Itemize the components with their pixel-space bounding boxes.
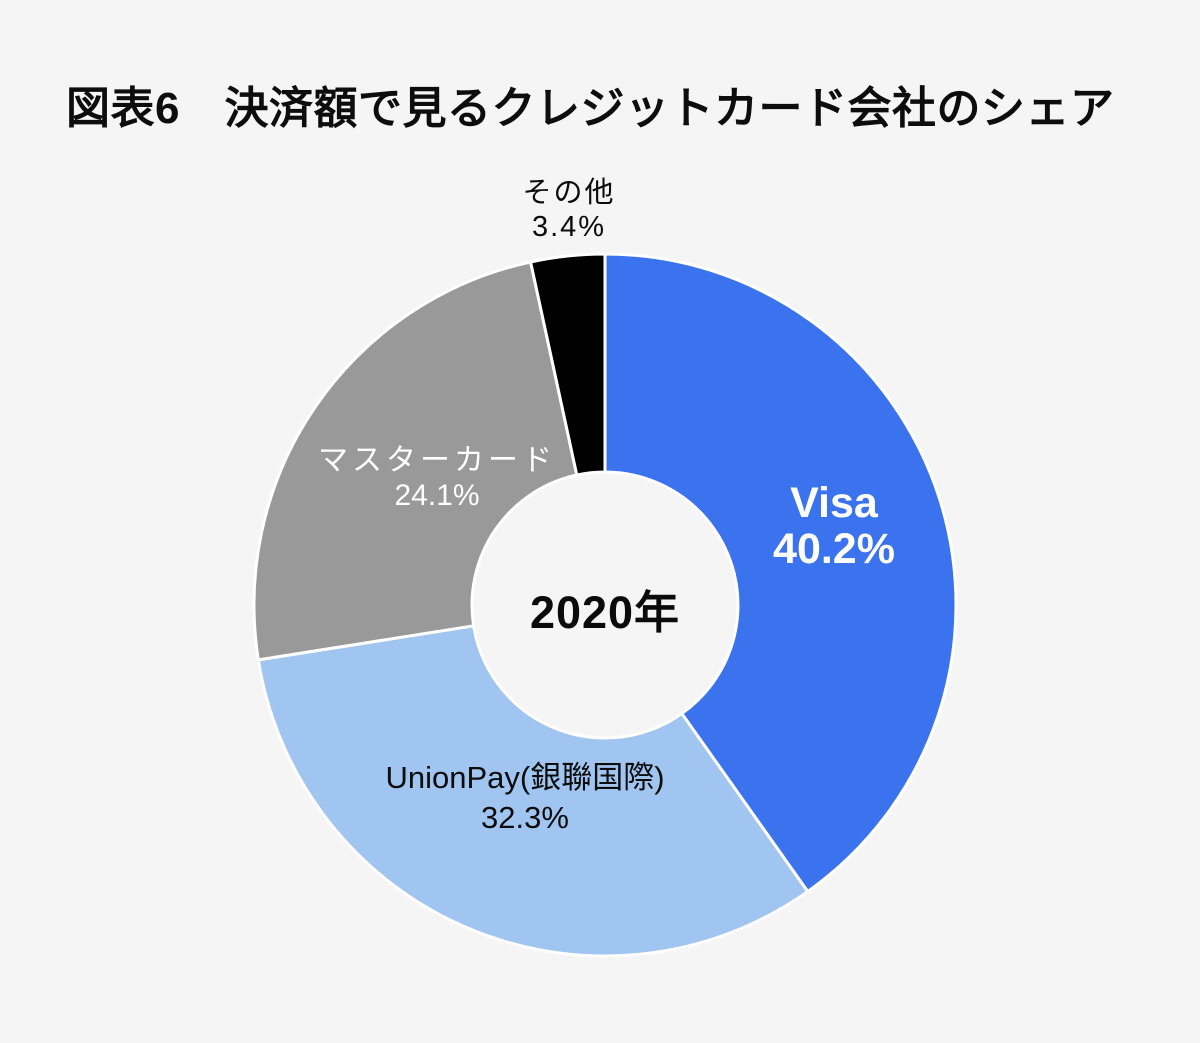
chart-title: 図表6 決済額で見るクレジットカード会社のシェア	[66, 84, 1115, 133]
slice-label-other: その他 3.4%	[522, 177, 615, 244]
pie-slice-mastercard	[252, 260, 579, 662]
slice-label-unionpay-pct: 32.3%	[481, 800, 569, 836]
slice-label-unionpay: UnionPay(銀聯国際) 32.3%	[385, 758, 664, 839]
donut-center-label: 2020年	[529, 587, 681, 638]
slice-label-visa-pct: 40.2%	[773, 524, 895, 573]
slice-label-visa-name: Visa	[790, 479, 878, 527]
pie-slice-other	[529, 252, 607, 477]
slice-label-mastercard-pct: 24.1%	[394, 479, 480, 513]
pie-slice-unionpay	[256, 624, 810, 958]
pie-slice-visa	[603, 252, 958, 894]
slice-label-mastercard-name: マスターカード	[318, 444, 556, 477]
slice-label-visa: Visa 40.2%	[773, 479, 895, 573]
slice-label-mastercard: マスターカード 24.1%	[318, 443, 556, 513]
slice-label-other-pct: 3.4%	[531, 210, 607, 243]
slice-label-other-name: その他	[522, 177, 616, 209]
slice-label-unionpay-name: UnionPay(銀聯国際)	[385, 760, 665, 795]
